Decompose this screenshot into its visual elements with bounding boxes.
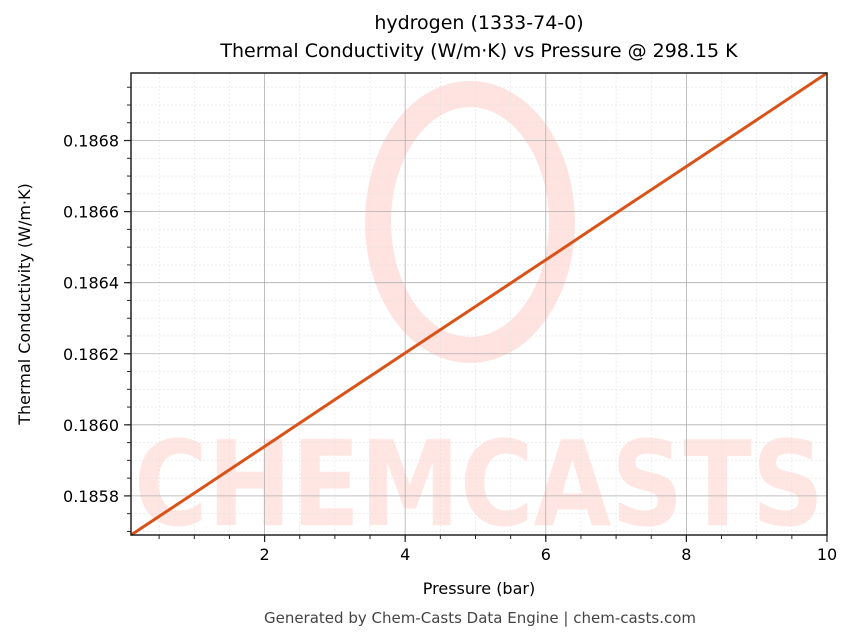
watermark-text: CHEMCASTS (134, 415, 824, 553)
y-axis-label: Thermal Conductivity (W/m·K) (15, 183, 34, 426)
y-tick-label: 0.1864 (63, 274, 119, 293)
y-tick-label: 0.1858 (63, 487, 119, 506)
axes-frame (130, 72, 828, 536)
footer-credit: Generated by Chem-Casts Data Engine | ch… (263, 609, 697, 627)
x-tick-label: 10 (817, 545, 837, 564)
x-tick-label: 2 (259, 545, 269, 564)
x-axis-label: Pressure (bar) (423, 579, 535, 598)
y-tick-label: 0.1860 (63, 416, 119, 435)
watermark-logo (365, 81, 575, 363)
chart-subtitle: Thermal Conductivity (W/m·K) vs Pressure… (220, 40, 738, 62)
chart-title: hydrogen (1333-74-0) (374, 12, 584, 34)
x-tick-label: 4 (400, 545, 410, 564)
y-tick-label: 0.1862 (63, 345, 119, 364)
y-tick-label: 0.1866 (63, 203, 119, 222)
data-line (130, 71, 828, 537)
x-tick-label: 6 (541, 545, 551, 564)
y-tick-label: 0.1868 (63, 132, 119, 151)
x-tick-label: 8 (681, 545, 691, 564)
